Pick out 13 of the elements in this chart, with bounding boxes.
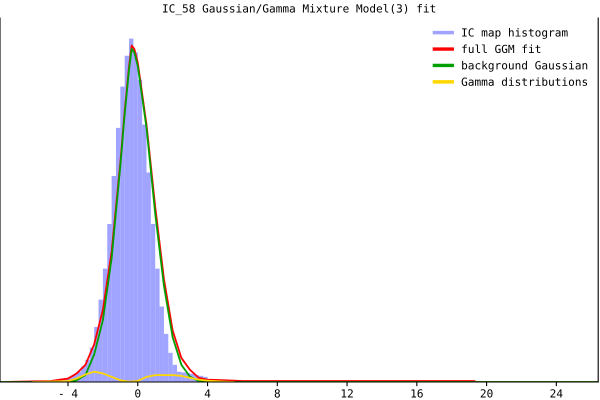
x-tick-label: - 4 [60,389,78,398]
legend-label: full GGM fit [462,44,540,54]
x-tick-label: 4 [204,389,210,398]
x-tick-label: 12 [342,389,353,398]
x-tick-label: 0 [135,389,140,398]
legend-label: background Gaussian [462,60,588,72]
x-tick-label: 20 [480,389,493,398]
chart-title: IC_58 Gaussian/Gamma Mixture Model(3) fit [163,4,436,16]
x-tick-label: 24 [550,389,562,398]
legend-label: IC map histogram [462,28,568,39]
x-tick-label: 8 [274,389,280,398]
legend-label: Gamma distributions [462,77,588,86]
x-tick-label: 16 [411,389,423,398]
